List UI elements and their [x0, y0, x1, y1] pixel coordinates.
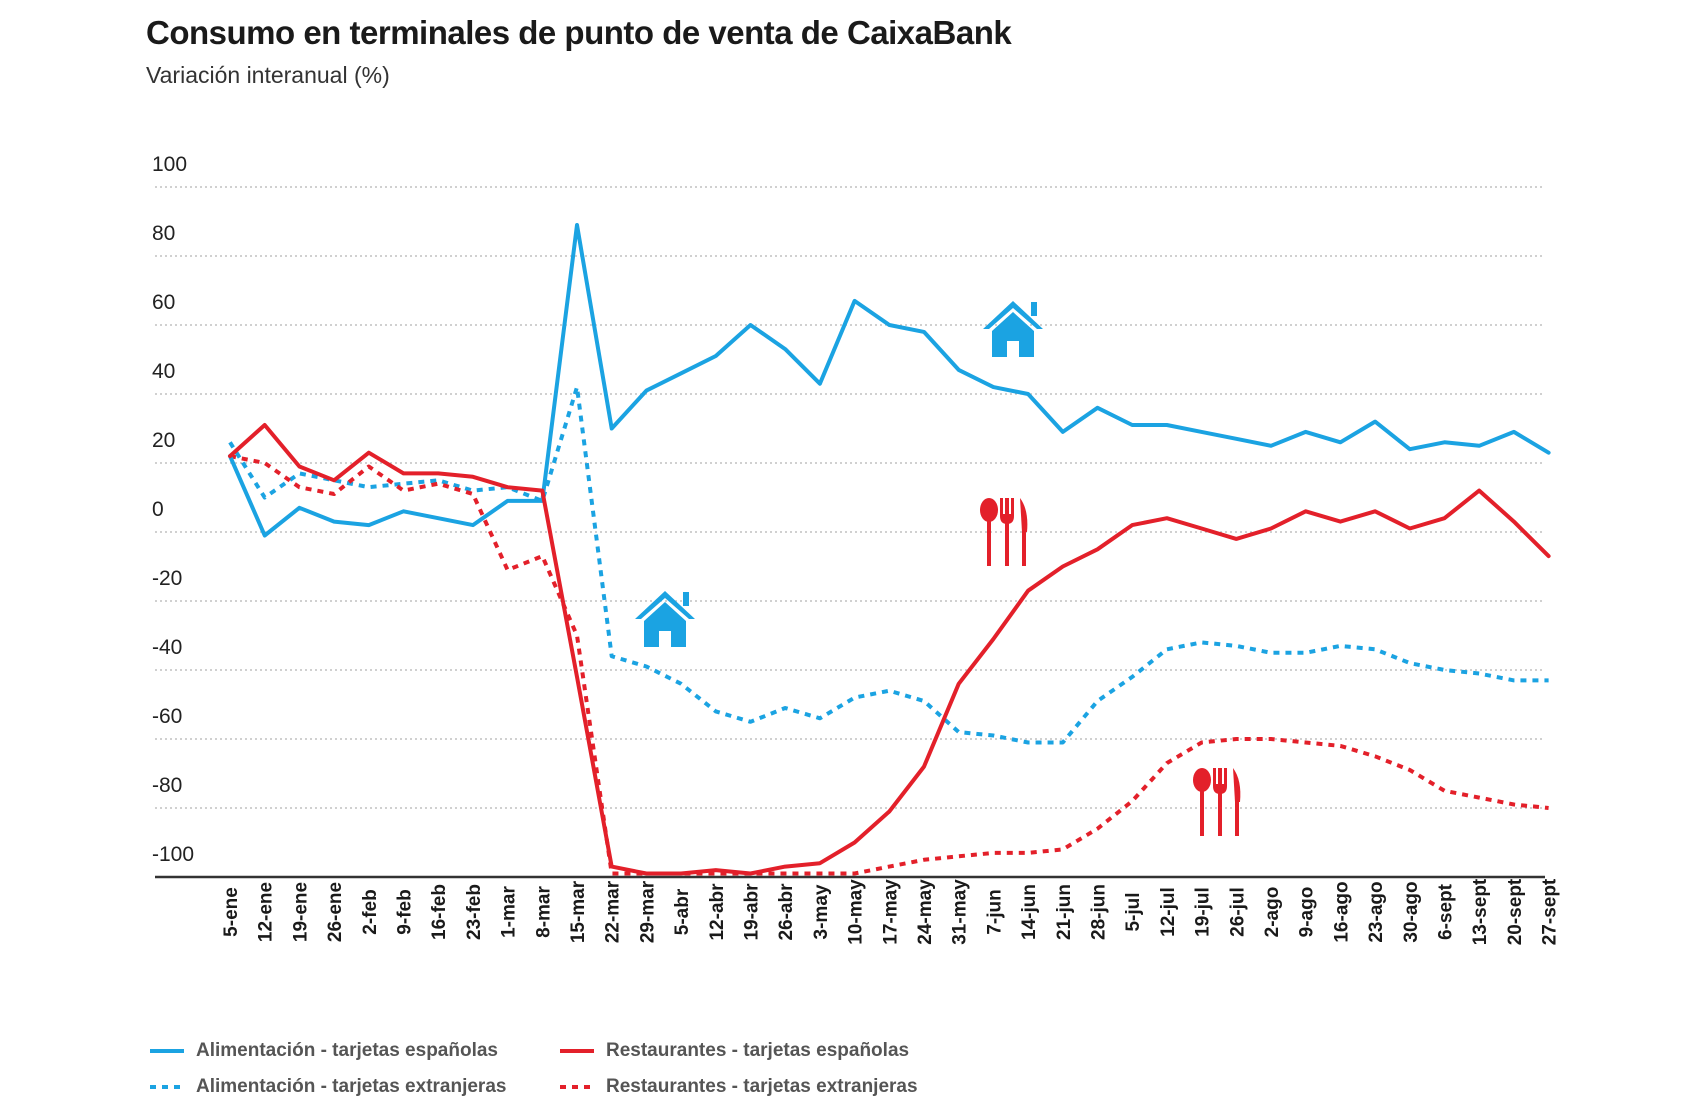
- cutlery-icon-knife-handle: [1235, 800, 1239, 836]
- x-tick-label: 3-may: [811, 884, 832, 939]
- cutlery-icon: [1193, 768, 1241, 836]
- x-tick-label: 19-ene: [290, 882, 311, 942]
- x-tick-label: 16-feb: [429, 884, 450, 940]
- y-tick-label: 100: [152, 153, 187, 176]
- x-tick-label: 23-feb: [464, 884, 485, 940]
- legend-item-restaurantes-es: Restaurantes - tarjetas españolas: [560, 1040, 909, 1062]
- x-tick-label: 19-abr: [742, 883, 763, 941]
- legend-item-restaurantes-ext: Restaurantes - tarjetas extranjeras: [560, 1076, 918, 1098]
- y-tick-label: 20: [152, 429, 175, 452]
- y-tick-label: -80: [152, 774, 182, 797]
- home-icon-roof: [983, 301, 1043, 329]
- cutlery-icon-spoon: [1193, 768, 1211, 792]
- cutlery-icon-knife: [1233, 768, 1241, 802]
- x-tick-label: 28-jun: [1089, 884, 1110, 940]
- home-icon-body: [992, 312, 1034, 357]
- x-tick-label: 5-ene: [221, 887, 242, 937]
- cutlery-icon-knife-handle: [1022, 530, 1026, 566]
- y-tick-label: -40: [152, 636, 182, 659]
- x-tick-label: 23-ago: [1366, 881, 1387, 942]
- x-tick-label: 9-ago: [1297, 887, 1318, 938]
- legend-label: Alimentación - tarjetas extranjeras: [196, 1076, 507, 1097]
- x-tick-label: 8-mar: [533, 886, 554, 938]
- home-icon-chimney: [1031, 302, 1037, 316]
- x-tick-label: 31-may: [950, 879, 971, 945]
- legend-label: Restaurantes - tarjetas extranjeras: [606, 1076, 918, 1097]
- y-tick-label: 60: [152, 291, 175, 314]
- x-tick-label: 6-sept: [1436, 883, 1457, 940]
- x-tick-label: 26-ene: [325, 882, 346, 942]
- x-tick-label: 5-jul: [1123, 892, 1144, 931]
- home-icon-door: [659, 631, 671, 647]
- x-tick-label: 15-mar: [568, 880, 589, 943]
- x-tick-label: 12-jul: [1158, 887, 1179, 937]
- x-tick-label: 30-ago: [1401, 881, 1422, 942]
- cutlery-icon-fork: [1213, 768, 1227, 794]
- x-tick-label: 27-sept: [1540, 878, 1561, 945]
- chart-title: Consumo en terminales de punto de venta …: [146, 14, 1012, 51]
- x-tick-label: 12-ene: [256, 882, 277, 942]
- cutlery-icon-fork-handle: [1005, 523, 1009, 566]
- chart-legend: Alimentación - tarjetas españolas Restau…: [150, 1040, 1050, 1110]
- x-tick-label: 7-jun: [984, 889, 1005, 934]
- x-tick-label: 22-mar: [603, 880, 624, 943]
- x-tick-label: 1-mar: [499, 886, 520, 938]
- x-tick-label: 9-feb: [395, 889, 416, 934]
- y-tick-label: 80: [152, 222, 175, 245]
- cutlery-icon-spoon-handle: [1200, 790, 1204, 836]
- series-line-1: [228, 423, 1551, 876]
- series-line-3: [229, 454, 1549, 876]
- x-tick-label: 21-jun: [1054, 884, 1075, 940]
- x-tick-label: 5-abr: [672, 888, 693, 935]
- cutlery-icon: [980, 498, 1028, 566]
- cutlery-icon-knife: [1020, 498, 1028, 532]
- x-tick-label: 29-mar: [637, 880, 658, 943]
- x-tick-label: 2-ago: [1262, 887, 1283, 938]
- home-icon-chimney: [683, 592, 689, 606]
- series-line-2: [228, 385, 1549, 745]
- home-icon-body: [644, 602, 686, 647]
- y-tick-label: -60: [152, 705, 182, 728]
- x-tick-label: 26-jul: [1227, 887, 1248, 937]
- cutlery-icon-spoon-handle: [987, 520, 991, 566]
- x-tick-label: 16-ago: [1331, 881, 1352, 942]
- x-tick-label: 12-abr: [707, 883, 728, 941]
- y-tick-label: 40: [152, 360, 175, 383]
- cutlery-icon-spoon: [980, 498, 998, 522]
- cutlery-icon-fork: [1000, 498, 1014, 524]
- legend-label: Alimentación - tarjetas españolas: [196, 1040, 498, 1061]
- y-tick-label: 0: [152, 498, 164, 521]
- x-tick-label: 10-may: [846, 879, 867, 945]
- y-tick-label: -20: [152, 567, 182, 590]
- x-tick-label: 14-jun: [1019, 884, 1040, 940]
- y-tick-label: -100: [152, 843, 194, 866]
- home-icon-door: [1007, 341, 1019, 357]
- x-tick-label: 26-abr: [776, 883, 797, 941]
- chart-subtitle: Variación interanual (%): [146, 62, 390, 88]
- home-icon: [983, 301, 1043, 357]
- x-tick-label: 2-feb: [360, 889, 381, 934]
- x-tick-label: 24-may: [915, 879, 936, 945]
- series-line-0: [228, 223, 1551, 538]
- line-chart: 100 80 60 40 20 0 -20 -40 -60 -80 -100 5-ene 12-ene 1…: [152, 153, 1561, 945]
- legend-item-alimentacion-ext: Alimentación - tarjetas extranjeras: [150, 1076, 506, 1098]
- x-tick-label: 13-sept: [1470, 878, 1491, 945]
- x-tick-label: 19-jul: [1193, 887, 1214, 937]
- cutlery-icon-fork-handle: [1218, 793, 1222, 836]
- legend-label: Restaurantes - tarjetas españolas: [606, 1040, 910, 1061]
- home-icon: [635, 591, 695, 647]
- home-icon-roof: [635, 591, 695, 619]
- legend-item-alimentacion-es: Alimentación - tarjetas españolas: [150, 1040, 498, 1062]
- x-tick-label: 20-sept: [1505, 878, 1526, 945]
- x-tick-label: 17-may: [880, 879, 901, 945]
